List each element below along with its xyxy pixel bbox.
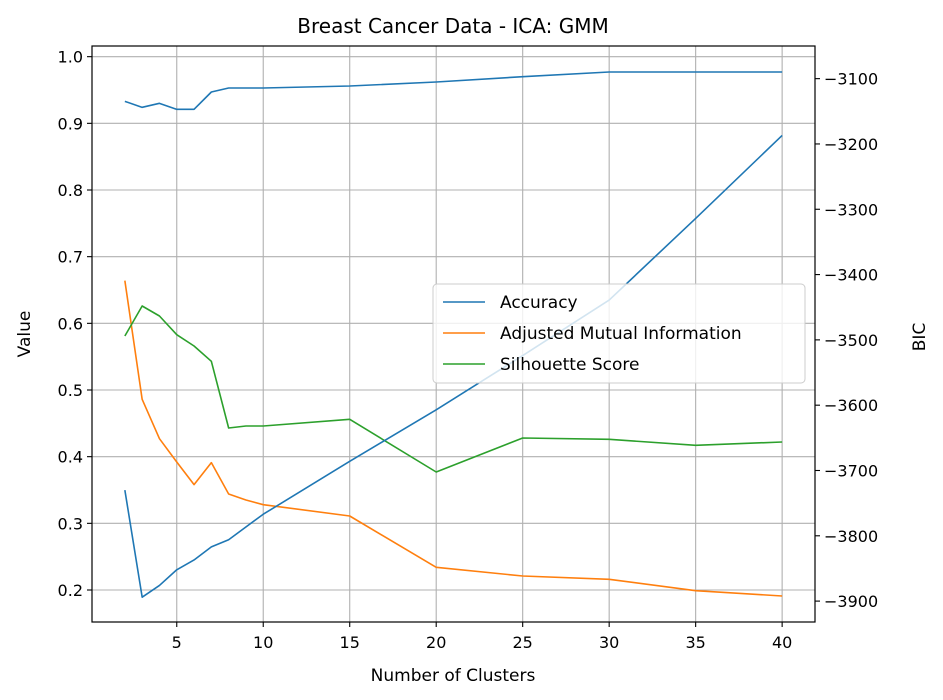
x-tick-label-2: 15 bbox=[340, 633, 360, 652]
series-line-2 bbox=[124, 305, 783, 473]
x-tick-label-1: 10 bbox=[253, 633, 273, 652]
y2-tick-label-8: −3100 bbox=[824, 70, 878, 89]
x-tick-label-5: 30 bbox=[599, 633, 619, 652]
y-axis-left: 0.2 0.3 0.4 0.5 0.6 0.7 0.8 0.9 1.0 bbox=[58, 48, 92, 600]
legend-label-0: Accuracy bbox=[500, 293, 578, 313]
y2-tick-label-7: −3200 bbox=[824, 135, 878, 154]
x-tick-label-0: 5 bbox=[172, 633, 182, 652]
legend-label-2: Silhouette Score bbox=[500, 355, 639, 375]
legend: Accuracy Adjusted Mutual Information Silho… bbox=[432, 283, 806, 384]
legend-label-1: Adjusted Mutual Information bbox=[500, 324, 742, 344]
y-axis-label: Value bbox=[15, 311, 35, 358]
y-tick-label-2: 0.4 bbox=[58, 448, 83, 467]
y-tick-label-0: 0.2 bbox=[58, 581, 83, 600]
y2-tick-label-5: −3400 bbox=[824, 266, 878, 285]
y2-tick-label-2: −3700 bbox=[824, 461, 878, 480]
plot-frame bbox=[91, 45, 816, 623]
x-tick-label-4: 25 bbox=[513, 633, 533, 652]
legend-box bbox=[432, 283, 806, 384]
y2-tick-label-4: −3500 bbox=[824, 331, 878, 350]
y-tick-label-5: 0.7 bbox=[58, 248, 83, 267]
y2-tick-label-1: −3800 bbox=[824, 527, 878, 546]
y2-axis-label: BIC bbox=[910, 323, 930, 352]
grid bbox=[92, 46, 815, 622]
x-tick-label-6: 35 bbox=[685, 633, 705, 652]
y-tick-label-3: 0.5 bbox=[58, 381, 83, 400]
x-tick-label-7: 40 bbox=[772, 633, 792, 652]
x-axis: 5 10 15 20 25 30 35 40 bbox=[172, 622, 792, 652]
series-line-0 bbox=[124, 71, 783, 111]
y-tick-label-6: 0.8 bbox=[58, 181, 83, 200]
series-line-1 bbox=[124, 280, 783, 597]
y2-tick-label-3: −3600 bbox=[824, 396, 878, 415]
x-tick-label-3: 20 bbox=[426, 633, 446, 652]
y-axis-right: −3900 −3800 −3700 −3600 −3500 −3400 −3300 −3200… bbox=[815, 70, 878, 611]
y2-tick-label-0: −3900 bbox=[824, 592, 878, 611]
y-tick-label-4: 0.6 bbox=[58, 314, 83, 333]
x-axis-label: Number of Clusters bbox=[371, 666, 536, 686]
y-tick-label-7: 0.9 bbox=[58, 114, 83, 133]
y-tick-label-8: 1.0 bbox=[58, 48, 83, 67]
y2-tick-label-6: −3300 bbox=[824, 200, 878, 219]
chart-title: Breast Cancer Data - ICA: GMM bbox=[297, 14, 608, 38]
y-tick-label-1: 0.3 bbox=[58, 514, 83, 533]
